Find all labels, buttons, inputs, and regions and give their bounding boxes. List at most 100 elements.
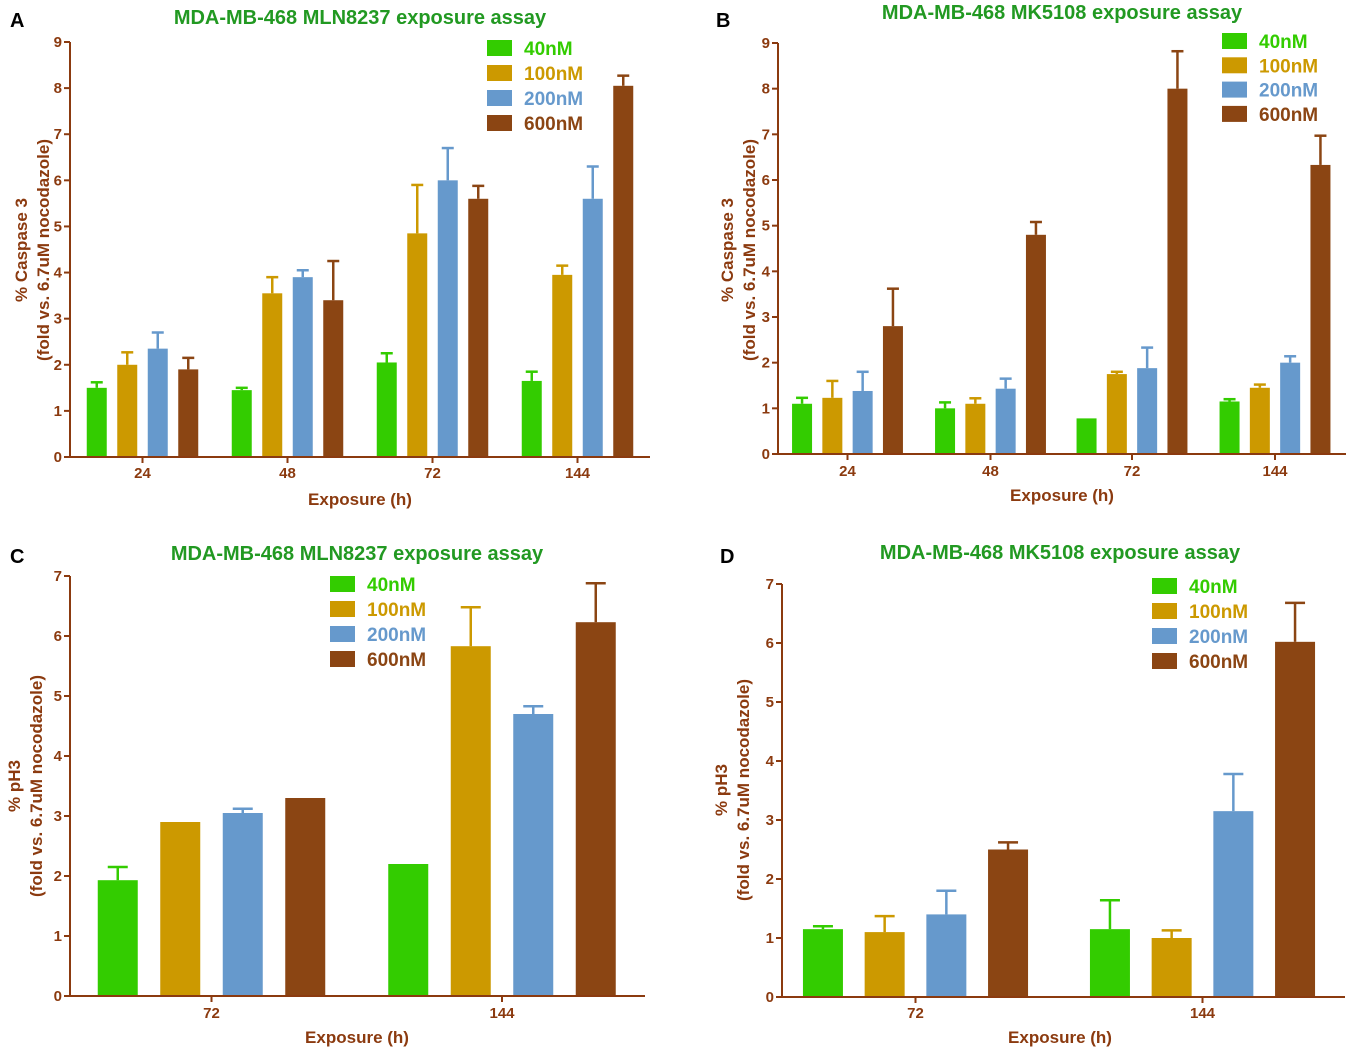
x-tick-label: 72 bbox=[424, 465, 441, 482]
bar-a-48h-200nm bbox=[292, 277, 313, 457]
y-tick-label: 0 bbox=[762, 446, 770, 463]
bar-a-72h-100nm bbox=[407, 233, 428, 457]
panel-label: A bbox=[10, 10, 24, 32]
bar-d-72h-200nm bbox=[926, 914, 967, 997]
y-tick-label: 3 bbox=[762, 309, 770, 326]
bar-b-144h-100nm bbox=[1249, 387, 1270, 454]
bar-c-72h-40nm bbox=[97, 880, 138, 996]
legend-label-200nm: 200nM bbox=[1189, 627, 1248, 648]
bar-c-72h-100nm bbox=[160, 822, 201, 996]
legend-swatch-200nm bbox=[487, 90, 512, 106]
legend-label-600nm: 600nM bbox=[367, 650, 426, 671]
legend-swatch-600nm bbox=[1152, 653, 1177, 669]
panel-c: 40nM 100nM 200nM 600nM 0 1 2 3 4 5 6 7 72 144 Exposure… bbox=[5, 543, 645, 1047]
y-tick-label: 1 bbox=[54, 403, 62, 420]
y-tick-label: 4 bbox=[762, 263, 771, 280]
y-tick-label: 4 bbox=[54, 748, 63, 765]
legend-swatch-200nm bbox=[1152, 628, 1177, 644]
bar-c-72h-600nm bbox=[285, 798, 326, 996]
legend-label-40nm: 40nM bbox=[524, 39, 573, 60]
y-tick-label: 6 bbox=[762, 172, 770, 189]
bar-c-144h-200nm bbox=[513, 714, 554, 996]
bar-d-144h-40nm bbox=[1089, 929, 1130, 997]
bar-b-72h-40nm bbox=[1076, 418, 1097, 454]
bar-d-144h-200nm bbox=[1213, 811, 1254, 997]
x-tick-label: 144 bbox=[1262, 463, 1288, 480]
legend-swatch-100nm bbox=[487, 65, 512, 81]
bar-b-24h-200nm bbox=[852, 390, 873, 454]
legend-label-600nm: 600nM bbox=[1189, 652, 1248, 673]
chart-title: MDA-MB-468 MLN8237 exposure assay bbox=[174, 7, 547, 29]
bar-b-72h-600nm bbox=[1167, 88, 1188, 455]
panel-label: D bbox=[720, 546, 734, 568]
y-axis-label: (fold vs. 6.7uM nocodazole) bbox=[34, 139, 53, 361]
bar-b-48h-100nm bbox=[965, 403, 986, 454]
y-tick-label: 9 bbox=[762, 35, 770, 52]
legend-swatch-40nm bbox=[1152, 578, 1177, 594]
y-tick-label: 0 bbox=[54, 988, 62, 1005]
y-tick-label: 5 bbox=[762, 218, 770, 235]
y-axis-label: (fold vs. 6.7uM nocodazole) bbox=[27, 675, 46, 897]
legend-label-40nm: 40nM bbox=[1189, 577, 1238, 598]
bar-d-144h-100nm bbox=[1151, 938, 1192, 997]
y-tick-label: 3 bbox=[54, 808, 62, 825]
y-tick-label: 1 bbox=[54, 928, 62, 945]
panel-a: 40nM 100nM 200nM 600nM 0 1 2 3 4 5 6 7 8 9 24 48 72 144 Ex… bbox=[10, 7, 650, 509]
x-tick-label: 144 bbox=[489, 1005, 515, 1022]
panel-d: 40nM 100nM 200nM 600nM 0 1 2 3 4 5 6 7 72 144 Exposure… bbox=[712, 542, 1345, 1047]
x-axis-label: Exposure (h) bbox=[305, 1028, 409, 1047]
bar-a-48h-100nm bbox=[262, 293, 283, 457]
chart-title: MDA-MB-468 MK5108 exposure assay bbox=[882, 2, 1243, 24]
bar-d-72h-40nm bbox=[802, 929, 843, 997]
bar-b-24h-600nm bbox=[882, 326, 903, 454]
bar-d-72h-100nm bbox=[864, 932, 905, 997]
legend-label-100nm: 100nM bbox=[524, 64, 583, 85]
legend-label-600nm: 600nM bbox=[1259, 105, 1318, 126]
x-tick-label: 72 bbox=[907, 1005, 924, 1022]
x-tick-label: 24 bbox=[134, 465, 151, 482]
y-axis-label: % Caspase 3 bbox=[718, 198, 737, 302]
legend-swatch-600nm bbox=[1222, 105, 1247, 122]
bar-a-72h-200nm bbox=[437, 180, 458, 458]
y-tick-label: 6 bbox=[766, 635, 774, 652]
bar-b-144h-600nm bbox=[1310, 164, 1331, 454]
y-tick-label: 7 bbox=[762, 126, 770, 143]
x-tick-label: 48 bbox=[982, 463, 999, 480]
bar-b-144h-40nm bbox=[1219, 401, 1240, 454]
y-tick-label: 2 bbox=[766, 871, 774, 888]
x-tick-label: 144 bbox=[1190, 1005, 1216, 1022]
y-axis-label: % pH3 bbox=[712, 764, 731, 816]
bar-a-72h-40nm bbox=[376, 362, 397, 457]
y-tick-label: 5 bbox=[54, 218, 62, 235]
y-tick-label: 4 bbox=[766, 753, 775, 770]
y-tick-label: 7 bbox=[54, 568, 62, 585]
legend-label-200nm: 200nM bbox=[1259, 81, 1318, 102]
y-tick-label: 2 bbox=[762, 355, 770, 372]
bar-d-72h-600nm bbox=[988, 849, 1029, 997]
y-tick-label: 1 bbox=[762, 400, 770, 417]
bar-a-144h-100nm bbox=[552, 274, 573, 457]
bar-a-144h-40nm bbox=[521, 380, 542, 457]
panel-b: 40nM 100nM 200nM 600nM 0 1 2 3 4 5 6 7 8 9 24 48 72 144 Ex… bbox=[716, 2, 1346, 505]
legend-swatch-600nm bbox=[487, 115, 512, 131]
y-tick-label: 2 bbox=[54, 868, 62, 885]
legend-label-40nm: 40nM bbox=[367, 575, 416, 596]
y-tick-label: 5 bbox=[766, 694, 774, 711]
legend-swatch-200nm bbox=[330, 626, 355, 642]
bar-b-48h-200nm bbox=[995, 388, 1016, 454]
bar-a-24h-200nm bbox=[147, 348, 168, 457]
x-axis-label: Exposure (h) bbox=[1008, 1028, 1112, 1047]
bar-b-24h-100nm bbox=[822, 397, 843, 454]
bar-a-48h-600nm bbox=[323, 300, 344, 457]
x-tick-label: 72 bbox=[1124, 463, 1141, 480]
chart-title: MDA-MB-468 MLN8237 exposure assay bbox=[171, 543, 544, 565]
panel-label: B bbox=[716, 10, 730, 32]
bar-a-144h-200nm bbox=[582, 198, 603, 457]
bar-b-72h-100nm bbox=[1106, 374, 1127, 454]
legend-label-200nm: 200nM bbox=[524, 89, 583, 110]
legend-swatch-100nm bbox=[330, 601, 355, 617]
y-tick-label: 9 bbox=[54, 34, 62, 51]
x-tick-label: 24 bbox=[839, 463, 856, 480]
